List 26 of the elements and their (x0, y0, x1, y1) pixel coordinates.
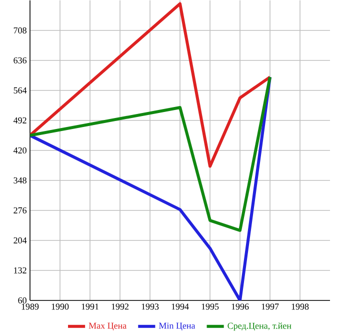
line-series (30, 75, 272, 300)
x-tick-label: 1993 (142, 303, 159, 310)
y-tick-label: 492 (13, 117, 26, 124)
x-tick-label: 1991 (82, 303, 98, 310)
x-tick-label: 1996 (232, 303, 249, 310)
x-tick-label: 1989 (22, 303, 39, 310)
y-tick-label: 204 (14, 237, 27, 244)
legend-label: Сред.Цена, т.йен (228, 322, 292, 330)
x-tick-label: 1994 (172, 303, 189, 310)
x-tick-label: 1990 (52, 303, 69, 310)
x-tick-label: 1992 (112, 303, 128, 310)
legend-label: Max Цена (88, 322, 127, 330)
y-tick-label: 276 (14, 207, 27, 214)
y-tick-label: 132 (14, 267, 26, 274)
y-tick-label: 564 (14, 87, 27, 94)
x-tick-label: 1998 (292, 303, 309, 310)
y-tick-label: 708 (14, 27, 26, 34)
y-tick-label: 636 (14, 57, 27, 64)
line-series (30, 75, 272, 232)
y-tick-label: 420 (13, 147, 26, 154)
x-tick-label: 1995 (202, 303, 219, 310)
y-tick-label: 348 (14, 177, 26, 184)
x-tick-label: 1997 (262, 303, 279, 310)
y-tick-label: 60 (18, 297, 26, 304)
line-series (30, 2, 272, 168)
legend-label: Min Цена (158, 322, 196, 330)
